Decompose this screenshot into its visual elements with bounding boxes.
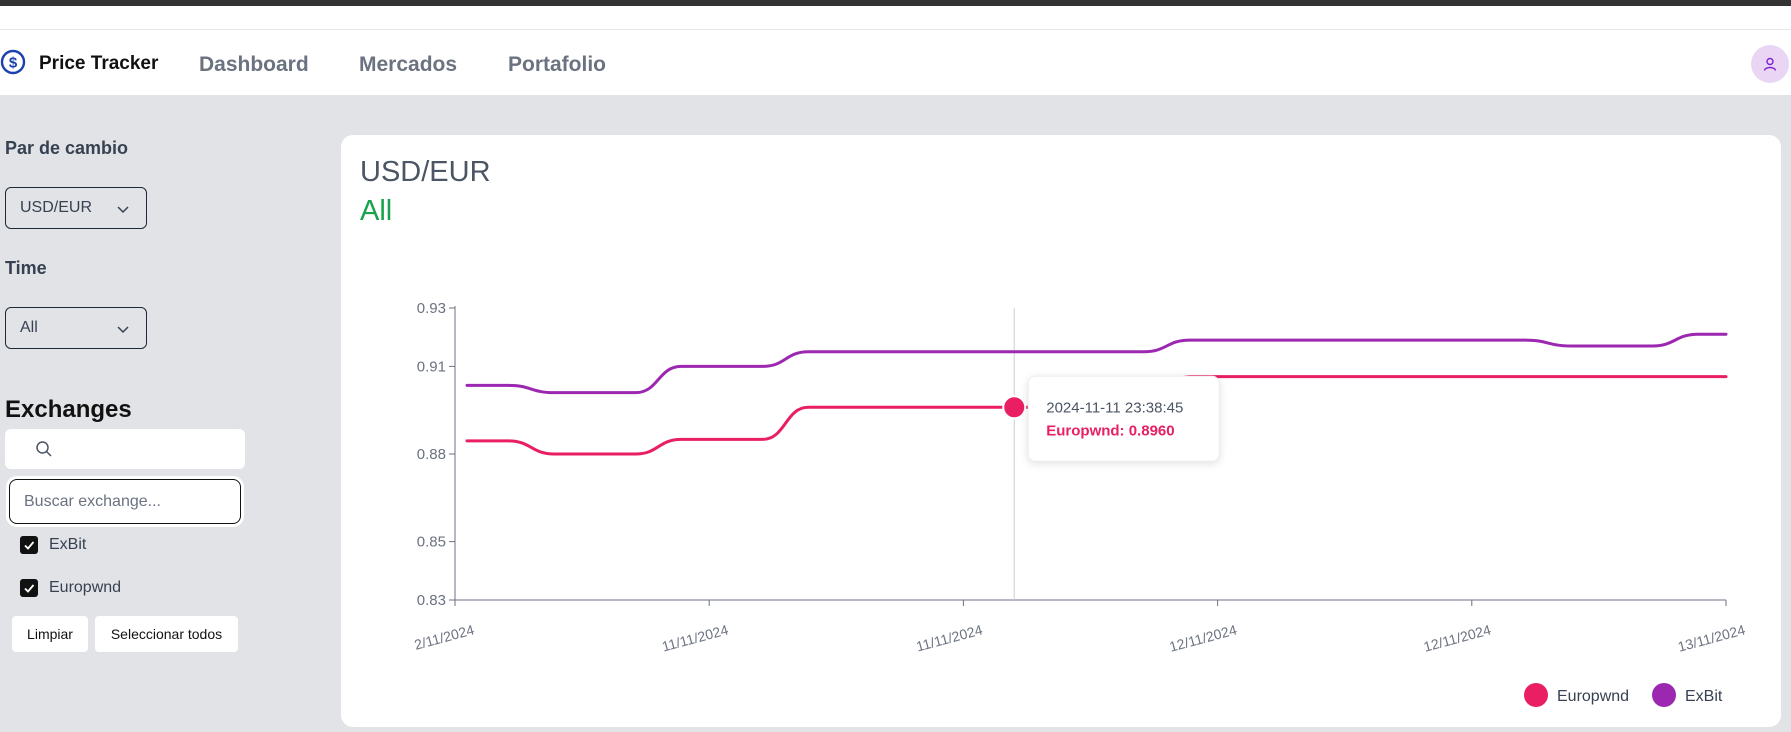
y-tick-label: 0.85 [417, 534, 446, 551]
nav-dashboard[interactable]: Dashboard [199, 53, 309, 76]
x-tick-label: 2/11/2024 [412, 621, 476, 652]
window-top-strip [0, 0, 1791, 6]
chart-pair-title: USD/EUR [360, 156, 491, 188]
clear-button[interactable]: Limpiar [12, 616, 88, 652]
price-chart[interactable]: 0.93 0.91 0.88 0.85 0.83 2/11/2024 11/11/2024 1… [341, 135, 1781, 727]
y-tick-label: 0.91 [417, 358, 446, 375]
exchange-option-exbit[interactable]: ExBit [20, 534, 86, 556]
pair-label: Par de cambio [5, 138, 129, 158]
chart-card: USD/EUR All 0.93 0.91 0.88 0.85 0.83 2/11/202… [341, 135, 1781, 727]
y-tick-label: 0.93 [417, 300, 446, 317]
europwnd-label: Europwnd [49, 579, 122, 596]
sidebar: Par de cambio USD/EUR Time All Exchanges [0, 95, 300, 732]
series-line-exbit [465, 332, 1728, 395]
nav-mercados[interactable]: Mercados [359, 53, 458, 76]
pair-select[interactable]: USD/EUR [5, 187, 147, 229]
exchange-option-europwnd[interactable]: Europwnd [20, 577, 121, 599]
exbit-checkbox[interactable] [20, 536, 38, 554]
top-navbar: $ Price Tracker Dashboard Mercados Porta… [0, 29, 1791, 95]
exchange-search-trigger[interactable] [5, 429, 245, 469]
y-tick-label: 0.88 [417, 446, 446, 463]
x-tick-label: 12/11/2024 [1168, 621, 1239, 654]
active-data-point [1002, 395, 1027, 420]
legend-swatch-europwnd [1524, 683, 1548, 707]
user-avatar-button[interactable] [1751, 45, 1789, 83]
exbit-label: ExBit [49, 536, 87, 553]
search-icon [36, 441, 52, 457]
time-label: Time [5, 258, 47, 278]
y-tick-label: 0.83 [417, 592, 446, 609]
legend-label-exbit: ExBit [1685, 688, 1723, 705]
chevron-down-icon [117, 326, 129, 334]
exchange-search-input[interactable] [9, 479, 241, 524]
pair-select-value: USD/EUR [20, 199, 93, 216]
x-tick-label: 11/11/2024 [914, 621, 984, 654]
checkmark-icon [24, 584, 35, 593]
tooltip-value: Europwnd: 0.8960 [1046, 422, 1174, 439]
main-area: Par de cambio USD/EUR Time All Exchanges [0, 95, 1791, 732]
tooltip-timestamp: 2024-11-11 23:38:45 [1046, 399, 1183, 416]
x-tick-label: 11/11/2024 [660, 621, 730, 654]
time-select-value: All [20, 319, 38, 336]
checkmark-icon [24, 541, 35, 550]
europwnd-checkbox[interactable] [20, 579, 38, 597]
dollar-circle-icon[interactable]: $ [0, 49, 26, 75]
brand-name[interactable]: Price Tracker [39, 53, 159, 74]
x-tick-label: 13/11/2024 [1676, 621, 1747, 654]
legend-label-europwnd: Europwnd [1557, 688, 1629, 705]
nav-portafolio[interactable]: Portafolio [508, 53, 606, 76]
svg-text:$: $ [9, 55, 18, 72]
select-all-button[interactable]: Seleccionar todos [95, 616, 238, 652]
chevron-down-icon [117, 206, 129, 214]
x-tick-label: 12/11/2024 [1422, 621, 1493, 654]
user-icon [1763, 57, 1777, 71]
chart-range-title: All [360, 195, 393, 227]
time-select[interactable]: All [5, 307, 147, 349]
chart-tooltip [1027, 375, 1220, 462]
exchanges-title: Exchanges [5, 396, 132, 423]
legend-swatch-exbit [1652, 683, 1676, 707]
